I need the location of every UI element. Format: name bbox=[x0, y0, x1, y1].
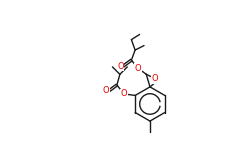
Text: O: O bbox=[135, 64, 141, 73]
Text: O: O bbox=[121, 89, 127, 98]
Text: O: O bbox=[117, 62, 124, 71]
Text: O: O bbox=[152, 74, 159, 83]
Text: O: O bbox=[103, 87, 109, 96]
